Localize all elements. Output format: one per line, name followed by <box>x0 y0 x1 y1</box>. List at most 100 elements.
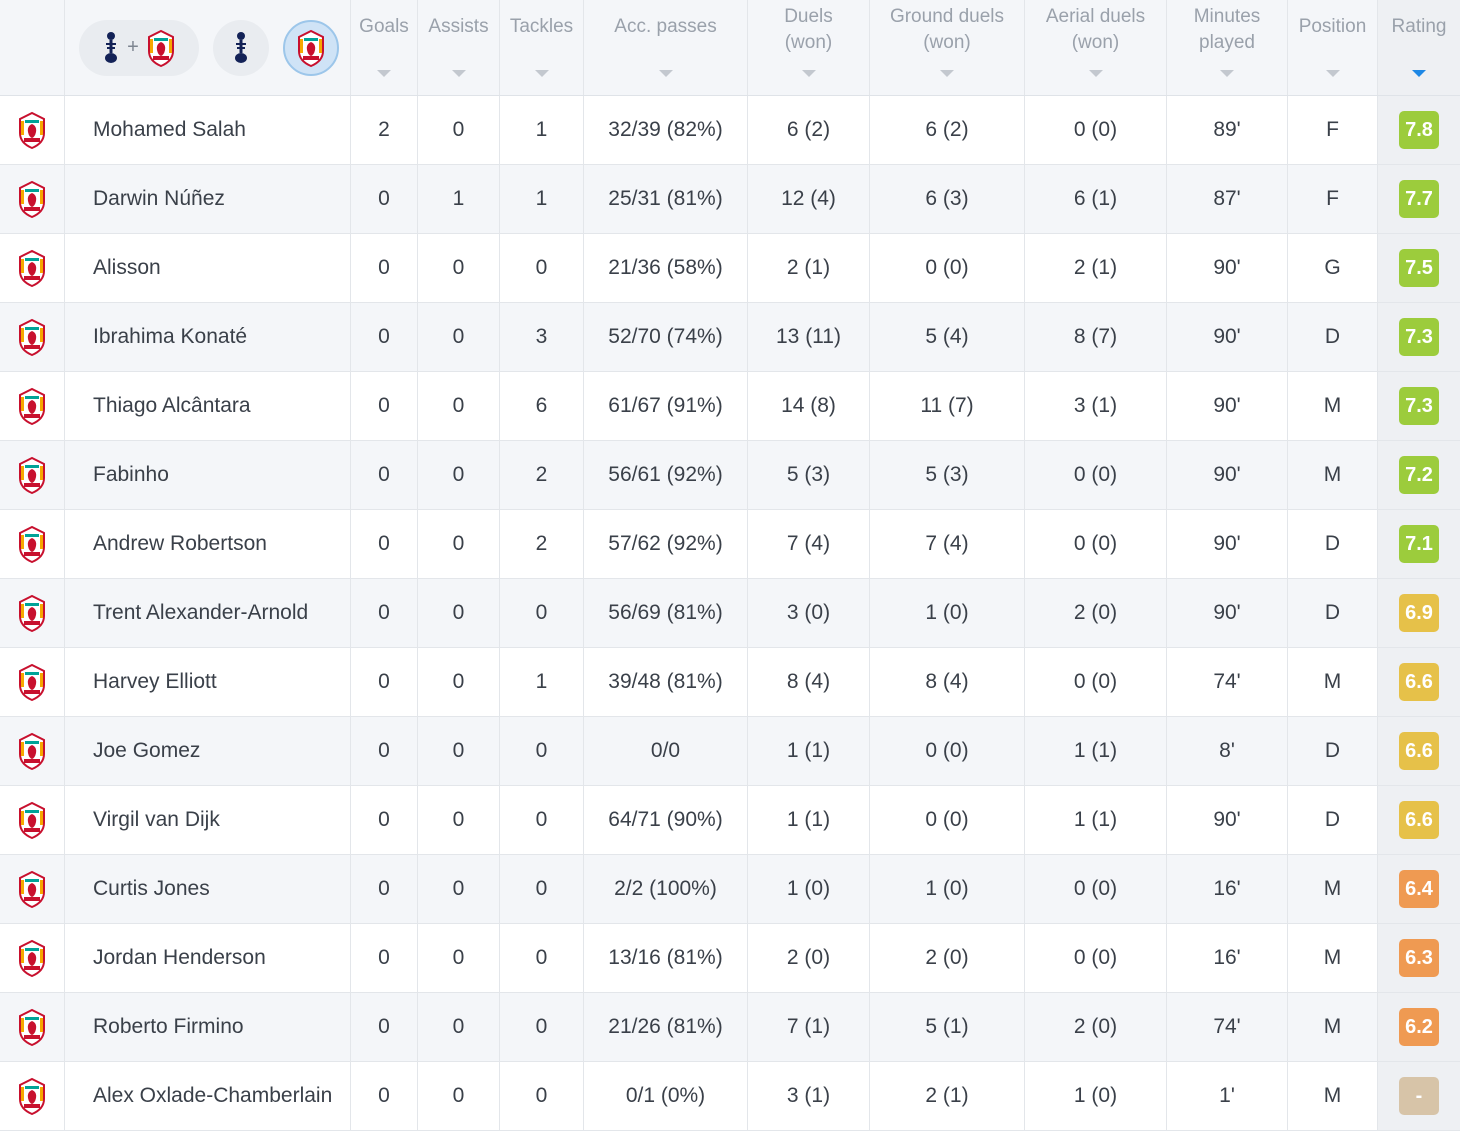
table-row[interactable]: Fabinho 0 0 2 56/61 (92%) 5 (3) 5 (3) 0 (0) 90' M… <box>0 441 1460 510</box>
rating-badge[interactable]: 6.6 <box>1399 663 1439 701</box>
column-header-minutes-played[interactable]: Minutes played <box>1167 0 1288 95</box>
minutes-played-cell: 16' <box>1167 855 1288 923</box>
column-header-ground-duels[interactable]: Ground duels (won) <box>870 0 1025 95</box>
column-header-aerial-duels[interactable]: Aerial duels (won) <box>1025 0 1167 95</box>
player-name[interactable]: Thiago Alcântara <box>65 372 351 440</box>
position-cell: F <box>1288 165 1378 233</box>
assists-cell: 0 <box>418 786 500 854</box>
rating-badge[interactable]: 6.6 <box>1399 801 1439 839</box>
column-header-position[interactable]: Position <box>1288 0 1378 95</box>
table-row[interactable]: Trent Alexander-Arnold 0 0 0 56/69 (81%) 3 (0… <box>0 579 1460 648</box>
liverpool-crest-icon <box>16 1008 48 1046</box>
player-name[interactable]: Ibrahima Konaté <box>65 303 351 371</box>
assists-cell: 0 <box>418 234 500 302</box>
aerial-duels-cell: 6 (1) <box>1025 165 1167 233</box>
column-header-tackles[interactable]: Tackles <box>500 0 584 95</box>
tackles-cell: 0 <box>500 786 584 854</box>
goals-cell: 2 <box>351 96 418 164</box>
liverpool-crest-icon <box>16 939 48 977</box>
duels-cell: 5 (3) <box>748 441 870 509</box>
filter-tottenham-button[interactable] <box>213 19 269 76</box>
table-row[interactable]: Curtis Jones 0 0 0 2/2 (100%) 1 (0) 1 (0) 0 (0)… <box>0 855 1460 924</box>
rating-cell: 6.6 <box>1378 648 1460 716</box>
player-name[interactable]: Alex Oxlade-Chamberlain <box>65 1062 351 1130</box>
rating-badge[interactable]: 7.3 <box>1399 387 1439 425</box>
aerial-duels-cell: 1 (1) <box>1025 717 1167 785</box>
filter-liverpool-button[interactable] <box>283 19 339 76</box>
minutes-played-cell: 16' <box>1167 924 1288 992</box>
column-header-duels[interactable]: Duels (won) <box>748 0 870 95</box>
acc-passes-cell: 56/69 (81%) <box>584 579 748 647</box>
player-name[interactable]: Alisson <box>65 234 351 302</box>
player-name[interactable]: Andrew Robertson <box>65 510 351 578</box>
column-header-assists[interactable]: Assists <box>418 0 500 95</box>
liverpool-crest-icon <box>145 29 177 67</box>
liverpool-crest-icon <box>16 525 48 563</box>
player-name[interactable]: Joe Gomez <box>65 717 351 785</box>
team-crest-cell <box>0 303 65 371</box>
player-name[interactable]: Virgil van Dijk <box>65 786 351 854</box>
acc-passes-cell: 64/71 (90%) <box>584 786 748 854</box>
acc-passes-cell: 61/67 (91%) <box>584 372 748 440</box>
filter-both-teams-button[interactable]: + <box>79 19 199 76</box>
rating-badge[interactable]: 6.9 <box>1399 594 1439 632</box>
table-row[interactable]: Jordan Henderson 0 0 0 13/16 (81%) 2 (0) 2 (0)… <box>0 924 1460 993</box>
rating-cell: 7.7 <box>1378 165 1460 233</box>
player-name[interactable]: Fabinho <box>65 441 351 509</box>
rating-badge[interactable]: 6.6 <box>1399 732 1439 770</box>
rating-badge[interactable]: 7.7 <box>1399 180 1439 218</box>
assists-cell: 0 <box>418 303 500 371</box>
table-row[interactable]: Andrew Robertson 0 0 2 57/62 (92%) 7 (4) 7 (4)… <box>0 510 1460 579</box>
column-header-goals[interactable]: Goals <box>351 0 418 95</box>
rating-badge[interactable]: - <box>1399 1077 1439 1115</box>
rating-badge[interactable]: 7.3 <box>1399 318 1439 356</box>
ground-duels-cell: 5 (1) <box>870 993 1025 1061</box>
table-row[interactable]: Alisson 0 0 0 21/36 (58%) 2 (1) 0 (0) 2 (1) 90' G… <box>0 234 1460 303</box>
column-label: Ground duels (won) <box>889 6 1005 53</box>
minutes-played-cell: 8' <box>1167 717 1288 785</box>
rating-badge[interactable]: 7.1 <box>1399 525 1439 563</box>
team-crest-cell <box>0 372 65 440</box>
column-header-acc-passes[interactable]: Acc. passes <box>584 0 748 95</box>
player-name[interactable]: Mohamed Salah <box>65 96 351 164</box>
player-name[interactable]: Roberto Firmino <box>65 993 351 1061</box>
player-name[interactable]: Harvey Elliott <box>65 648 351 716</box>
assists-cell: 0 <box>418 441 500 509</box>
rating-badge[interactable]: 6.4 <box>1399 870 1439 908</box>
player-name[interactable]: Jordan Henderson <box>65 924 351 992</box>
table-row[interactable]: Thiago Alcântara 0 0 6 61/67 (91%) 14 (8) 11 (… <box>0 372 1460 441</box>
duels-cell: 1 (0) <box>748 855 870 923</box>
rating-badge[interactable]: 6.2 <box>1399 1008 1439 1046</box>
acc-passes-cell: 32/39 (82%) <box>584 96 748 164</box>
column-header-rating[interactable]: Rating <box>1378 0 1460 95</box>
player-name[interactable]: Trent Alexander-Arnold <box>65 579 351 647</box>
rating-cell: 6.9 <box>1378 579 1460 647</box>
table-row[interactable]: Darwin Núñez 0 1 1 25/31 (81%) 12 (4) 6 (3) 6 (… <box>0 165 1460 234</box>
liverpool-crest-icon <box>16 732 48 770</box>
table-row[interactable]: Ibrahima Konaté 0 0 3 52/70 (74%) 13 (11) 5 (4… <box>0 303 1460 372</box>
player-name[interactable]: Darwin Núñez <box>65 165 351 233</box>
table-row[interactable]: Harvey Elliott 0 0 1 39/48 (81%) 8 (4) 8 (4) 0 … <box>0 648 1460 717</box>
team-crest-cell <box>0 234 65 302</box>
rating-badge[interactable]: 6.3 <box>1399 939 1439 977</box>
column-label: Acc. passes <box>614 16 717 37</box>
table-row[interactable]: Virgil van Dijk 0 0 0 64/71 (90%) 1 (1) 0 (0) 1… <box>0 786 1460 855</box>
team-crest-cell <box>0 786 65 854</box>
rating-badge[interactable]: 7.8 <box>1399 111 1439 149</box>
tackles-cell: 2 <box>500 441 584 509</box>
position-cell: D <box>1288 510 1378 578</box>
table-row[interactable]: Mohamed Salah 2 0 1 32/39 (82%) 6 (2) 6 (2) 0 (… <box>0 96 1460 165</box>
table-row[interactable]: Roberto Firmino 0 0 0 21/26 (81%) 7 (1) 5 (1) 2… <box>0 993 1460 1062</box>
minutes-played-cell: 87' <box>1167 165 1288 233</box>
goals-cell: 0 <box>351 648 418 716</box>
position-cell: M <box>1288 855 1378 923</box>
column-label: Position <box>1298 16 1367 37</box>
liverpool-crest-icon <box>16 663 48 701</box>
table-row[interactable]: Alex Oxlade-Chamberlain 0 0 0 0/1 (0%) 3 (1) 2… <box>0 1062 1460 1131</box>
rating-badge[interactable]: 7.2 <box>1399 456 1439 494</box>
rating-badge[interactable]: 7.5 <box>1399 249 1439 287</box>
table-row[interactable]: Joe Gomez 0 0 0 0/0 1 (1) 0 (0) 1 (1) 8' D 6.6 <box>0 717 1460 786</box>
minutes-played-cell: 90' <box>1167 786 1288 854</box>
sort-caret-icon <box>377 70 391 77</box>
player-name[interactable]: Curtis Jones <box>65 855 351 923</box>
